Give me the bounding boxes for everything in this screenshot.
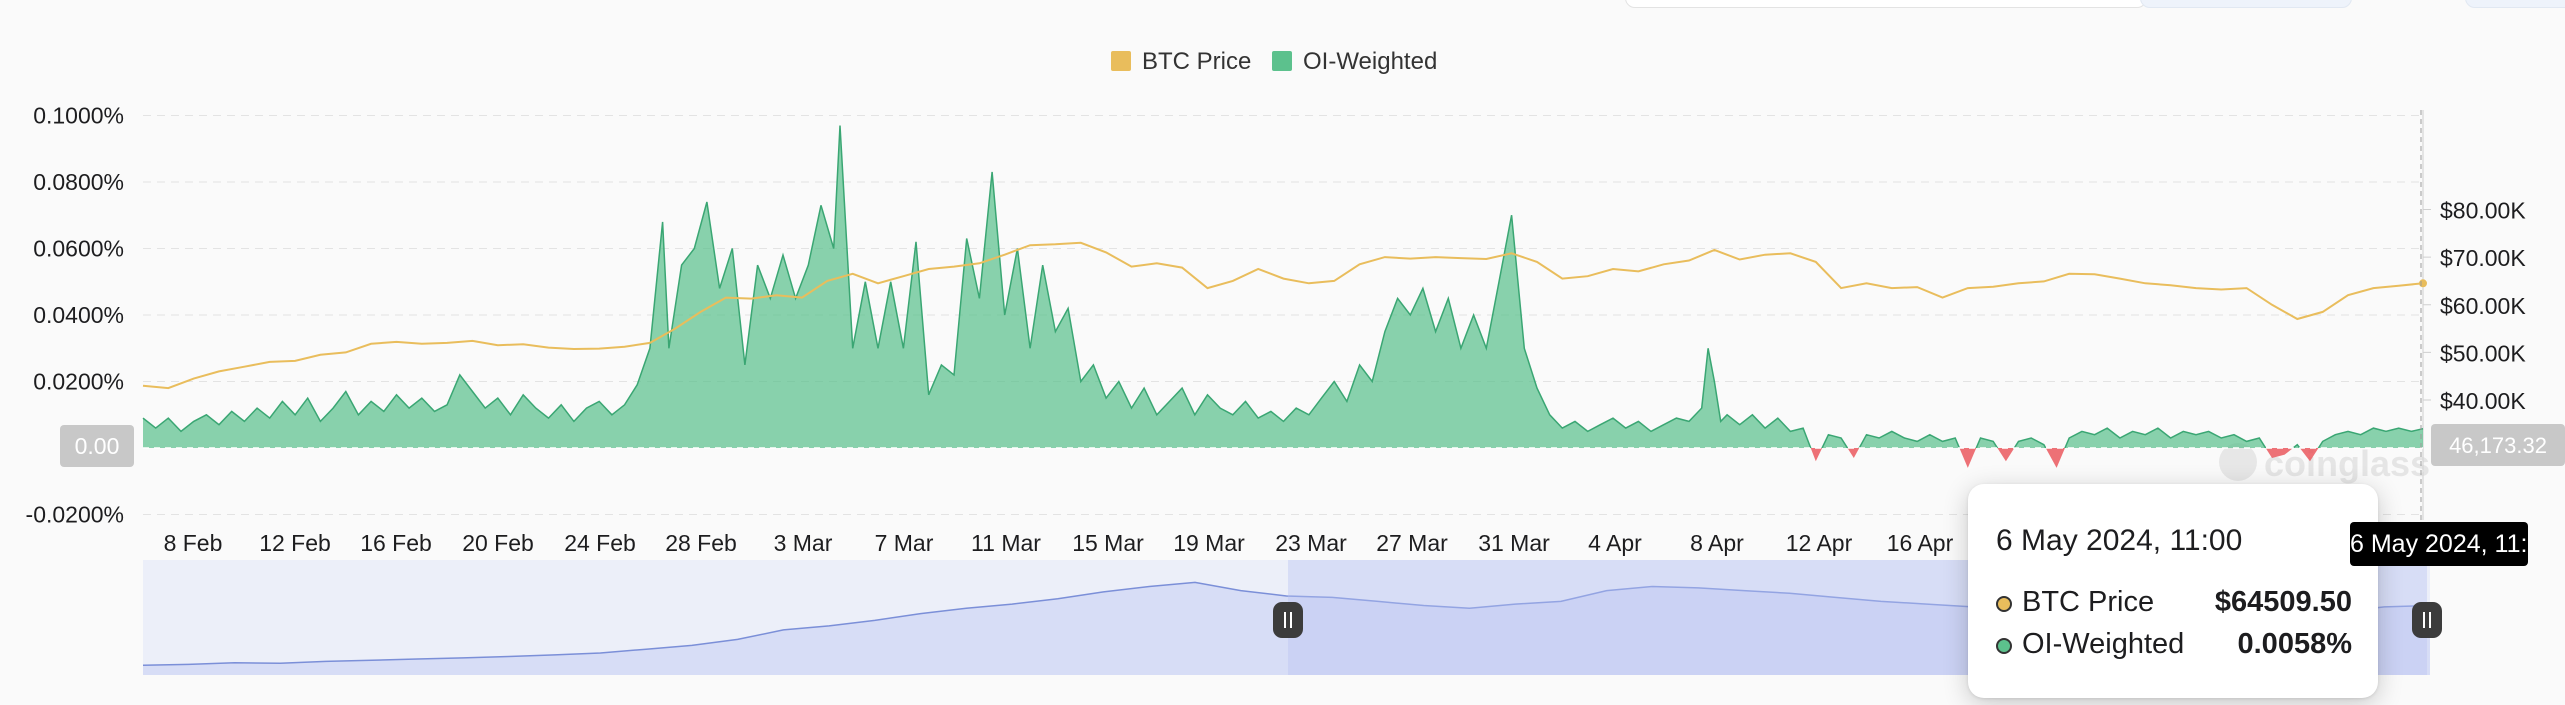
y-right-tick-label: $60.00K — [2440, 293, 2526, 319]
y-axis-left: 0.1000% 0.0800% 0.0600% 0.0400% 0.0200% -0.02… — [26, 103, 2423, 528]
tooltip-btc-price-label: BTC Price — [2022, 586, 2155, 618]
tooltip-oi-weighted-label: OI-Weighted — [2022, 628, 2185, 660]
tooltip-btc-price-dot-icon — [1996, 596, 2012, 612]
coinglass-wordmark: coinglass — [2264, 443, 2430, 484]
navigator-handle-right[interactable] — [2412, 602, 2442, 638]
y-right-tick-label: $80.00K — [2440, 198, 2526, 224]
y-right-tick-label: $40.00K — [2440, 388, 2526, 414]
legend-oi-weighted-swatch-icon — [1272, 51, 1292, 71]
x-axis: 8 Feb 12 Feb 16 Feb 20 Feb 24 Feb 28 Feb 3 Mar… — [164, 530, 1954, 556]
navigator-handle-left[interactable] — [1273, 602, 1303, 638]
x-tick-label: 7 Mar — [875, 530, 934, 556]
x-tick-label: 20 Feb — [462, 530, 534, 556]
x-tick-label: 16 Apr — [1887, 530, 1954, 556]
zero-badge — [60, 425, 134, 467]
tooltip-btc-price-value: $64509.50 — [2214, 586, 2352, 618]
x-tick-label: 19 Mar — [1173, 530, 1245, 556]
navigator-handle-body — [2412, 602, 2442, 638]
oi-weighted-negative-area — [143, 448, 2423, 468]
x-tick-label: 4 Apr — [1588, 530, 1642, 556]
coinglass-watermark: coinglass — [2219, 443, 2430, 484]
x-tick-label: 12 Feb — [259, 530, 331, 556]
x-tick-label: 8 Apr — [1690, 530, 1744, 556]
y-left-tick-label: -0.0200% — [26, 502, 124, 528]
tooltip-oi-weighted-dot-icon — [1996, 638, 2012, 654]
zero-badge-label: 0.00 — [75, 433, 120, 459]
btc-price-end-marker — [2419, 279, 2427, 288]
x-tick-label: 12 Apr — [1786, 530, 1853, 556]
chart-legend: BTC Price OI-Weighted — [1111, 48, 1437, 75]
oi-weighted-positive-line — [142, 125, 2424, 448]
x-tick-label: 3 Mar — [774, 530, 833, 556]
y-left-tick-label: 0.1000% — [33, 103, 124, 129]
x-tick-label: 23 Mar — [1275, 530, 1347, 556]
x-tick-label: 15 Mar — [1072, 530, 1144, 556]
oi-weighted-positive-area — [143, 125, 2423, 448]
x-tick-label: 27 Mar — [1376, 530, 1448, 556]
crosshair-date-label: 6 May 2024, 11:00 — [2350, 522, 2528, 566]
y-right-tick-label: $50.00K — [2440, 340, 2526, 366]
y-right-tick-label: $70.00K — [2440, 245, 2526, 271]
legend-btc-price-label: BTC Price — [1142, 48, 1251, 75]
tooltip-row-oi-weighted: OI-Weighted 0.0058% — [1996, 628, 2352, 664]
navigator-handle-body — [1273, 602, 1303, 638]
x-tick-label: 8 Feb — [164, 530, 223, 556]
y-left-tick-label: 0.0800% — [33, 169, 124, 195]
coinglass-logo-icon — [2219, 443, 2257, 481]
x-tick-label: 31 Mar — [1478, 530, 1550, 556]
legend-oi-weighted-label: OI-Weighted — [1303, 48, 1437, 75]
crosshair-value-badge — [2431, 424, 2565, 466]
x-tick-label: 24 Feb — [564, 530, 636, 556]
x-tick-label: 11 Mar — [971, 530, 1041, 556]
crosshair-value-label: 46,173.32 — [2449, 433, 2547, 458]
tooltip-row-btc-price: BTC Price $64509.50 — [1996, 586, 2352, 622]
x-tick-label: 16 Feb — [360, 530, 432, 556]
tooltip-oi-weighted-value: 0.0058% — [2237, 628, 2353, 660]
x-tick-label: 28 Feb — [665, 530, 737, 556]
y-left-tick-label: 0.0400% — [33, 302, 124, 328]
legend-btc-price-swatch-icon — [1111, 51, 1131, 71]
y-axis-right: $80.00K $70.00K $60.00K $50.00K $40.00K — [2422, 110, 2526, 520]
y-left-tick-label: 0.0200% — [33, 369, 124, 395]
btc-price-line — [142, 241, 2424, 390]
y-left-tick-label: 0.0600% — [33, 236, 124, 262]
tooltip-date: 6 May 2024, 11:00 — [1996, 524, 2243, 557]
chart-tooltip: 6 May 2024, 11:00 BTC Price $64509.50 OI… — [1968, 484, 2378, 698]
